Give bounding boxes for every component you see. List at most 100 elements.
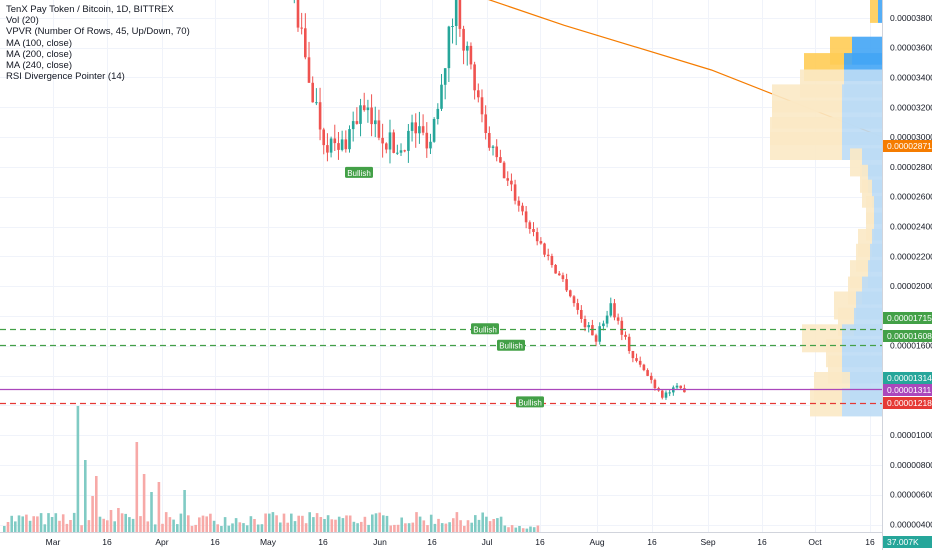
volume-bar <box>72 512 76 532</box>
volume-bar <box>415 512 418 532</box>
candle <box>311 76 314 103</box>
volume-bar <box>437 518 440 532</box>
volume-bar <box>496 518 499 532</box>
legend-indicator-vpvr[interactable]: VPVR (Number Of Rows, 45, Up/Down, 70) <box>6 26 190 38</box>
volume-bar <box>396 524 400 532</box>
candle <box>326 133 329 162</box>
candle <box>407 124 410 163</box>
candle <box>484 105 487 140</box>
candle-body <box>337 143 340 150</box>
candle <box>432 117 436 143</box>
candle-body <box>642 364 646 371</box>
candle-body <box>488 133 491 148</box>
candle <box>627 333 631 354</box>
candle-body <box>653 379 657 389</box>
candle-body <box>510 180 513 185</box>
candle-body <box>454 0 458 26</box>
volume-bar <box>25 514 28 532</box>
legend-indicator-ma200[interactable]: MA (200, close) <box>6 48 72 60</box>
time-tick-label: 16 <box>647 537 657 547</box>
legend-symbol[interactable]: TenX Pay Token / Bitcoin, 1D, BITTREX <box>6 4 174 15</box>
volume-bar <box>337 516 341 532</box>
price-tick-label: 0.00002800 <box>890 162 932 172</box>
price-label-text: 0.00001314 <box>887 373 932 383</box>
candle-body <box>646 370 649 376</box>
candle <box>466 41 469 66</box>
candle <box>510 173 513 192</box>
candle <box>546 248 550 261</box>
candle-body <box>650 375 653 380</box>
candle-body <box>381 137 384 144</box>
candle-body <box>499 157 502 163</box>
volume-bar <box>529 526 532 532</box>
legend-indicator-rsi[interactable]: RSI Divergence Pointer (14) <box>6 71 125 83</box>
price-label-text: 37.007K <box>887 537 919 547</box>
candle <box>366 99 370 123</box>
candle-body <box>543 243 546 255</box>
time-tick-label: Mar <box>46 537 61 547</box>
volume-bar <box>135 442 139 532</box>
candle <box>304 13 307 60</box>
volume-bar <box>102 518 105 532</box>
time-tick-label: 16 <box>535 537 545 547</box>
price-label-bg <box>883 312 932 324</box>
volume-bar <box>271 512 275 532</box>
candle-body <box>635 358 638 361</box>
candle <box>491 145 495 156</box>
legend-indicator-ma240[interactable]: MA (240, close) <box>6 60 72 72</box>
time-tick-label: Jun <box>373 537 387 547</box>
volume-bar <box>227 525 231 532</box>
candle-body <box>605 315 609 324</box>
volume-bar <box>253 519 256 532</box>
volume-bar <box>407 523 411 532</box>
legend-indicator-vol[interactable]: Vol (20) <box>6 15 39 27</box>
candle <box>410 114 414 142</box>
signal-badge <box>345 166 373 178</box>
volume-bar <box>297 515 300 532</box>
candle-body <box>348 129 351 150</box>
candle-body <box>613 303 616 318</box>
volume-bar <box>212 520 216 532</box>
price-label: 0.00001608 <box>883 330 932 342</box>
candle-body <box>388 132 392 150</box>
time-tick-label: 16 <box>427 537 437 547</box>
volume-bar <box>183 490 186 532</box>
legend-indicator-ma100[interactable]: MA (100, close) <box>6 37 72 49</box>
time-tick-label: Aug <box>589 537 604 547</box>
candle-body <box>469 45 473 65</box>
signal-badge <box>516 396 544 408</box>
volume-bar <box>315 513 319 532</box>
volume-profile-down <box>866 196 874 225</box>
candle <box>322 127 325 155</box>
volume-bar <box>363 516 367 532</box>
volume-bar <box>3 526 6 532</box>
candle <box>594 333 598 347</box>
volume-bar <box>187 515 190 532</box>
candle-body <box>370 107 373 125</box>
volume-bar <box>142 474 146 532</box>
volume-bar <box>47 513 50 532</box>
candle-body <box>572 296 576 304</box>
volume-bar <box>404 523 407 532</box>
candle <box>521 202 524 216</box>
volume-bar <box>400 517 403 532</box>
price-tick-label: 0.00001000 <box>890 430 932 440</box>
chart-legend: TenX Pay Token / Bitcoin, 1D, BITTREX Vo… <box>6 4 190 82</box>
candle-body <box>616 317 620 321</box>
candle <box>506 171 509 186</box>
volume-bar <box>452 518 455 532</box>
price-tick-label: 0.00000400 <box>890 520 932 530</box>
candle-body <box>576 303 579 310</box>
volume-bar <box>216 524 219 532</box>
candle <box>355 107 359 125</box>
volume-bar <box>433 523 437 532</box>
candle <box>340 130 344 152</box>
candle-body <box>532 229 535 232</box>
candle-body <box>539 241 543 244</box>
volume-bar <box>28 520 32 532</box>
volume-bar <box>326 515 330 532</box>
candle <box>399 143 403 156</box>
candle-body <box>432 119 436 142</box>
candle <box>440 74 443 111</box>
